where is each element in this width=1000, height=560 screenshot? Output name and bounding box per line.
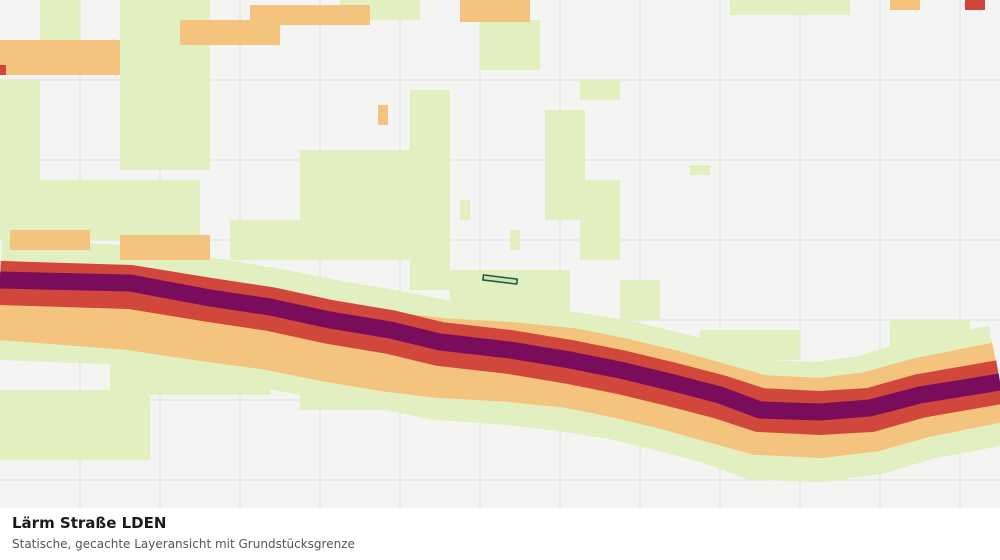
medium-noise-patches — [0, 0, 920, 260]
map-title: Lärm Straße LDEN — [12, 514, 167, 532]
caption: Lärm Straße LDEN Statische, gecachte Lay… — [0, 508, 1000, 560]
noise-patch — [120, 235, 210, 260]
noise-patch — [890, 0, 920, 10]
noise-patch — [0, 40, 120, 75]
noise-patch — [480, 20, 540, 70]
noise-patch — [730, 0, 850, 15]
noise-bands — [0, 240, 1000, 483]
parcel-boundary[interactable] — [482, 274, 519, 285]
noise-patch — [250, 5, 370, 25]
noise-patch — [580, 180, 620, 260]
noise-patch — [0, 65, 6, 75]
noise-patch — [965, 0, 985, 10]
noise-band-very-high — [0, 271, 1000, 421]
noise-patch — [378, 105, 388, 125]
noise-patch — [460, 0, 530, 22]
high-noise-patches — [0, 0, 985, 75]
map-subtitle: Statische, gecachte Layeransicht mit Gru… — [12, 537, 355, 551]
noise-patch — [580, 80, 620, 100]
noise-patch — [690, 165, 710, 175]
noise-patch — [545, 110, 585, 220]
noise-patch — [40, 0, 80, 40]
noise-patch — [10, 230, 90, 250]
noise-patch — [0, 390, 150, 460]
noise-patch — [410, 90, 450, 290]
noise-map — [0, 0, 1000, 508]
noise-patch — [230, 220, 340, 260]
noise-patch — [460, 200, 470, 220]
noise-patch — [620, 280, 660, 320]
noise-patch — [510, 230, 520, 250]
noise-patch — [0, 80, 40, 180]
